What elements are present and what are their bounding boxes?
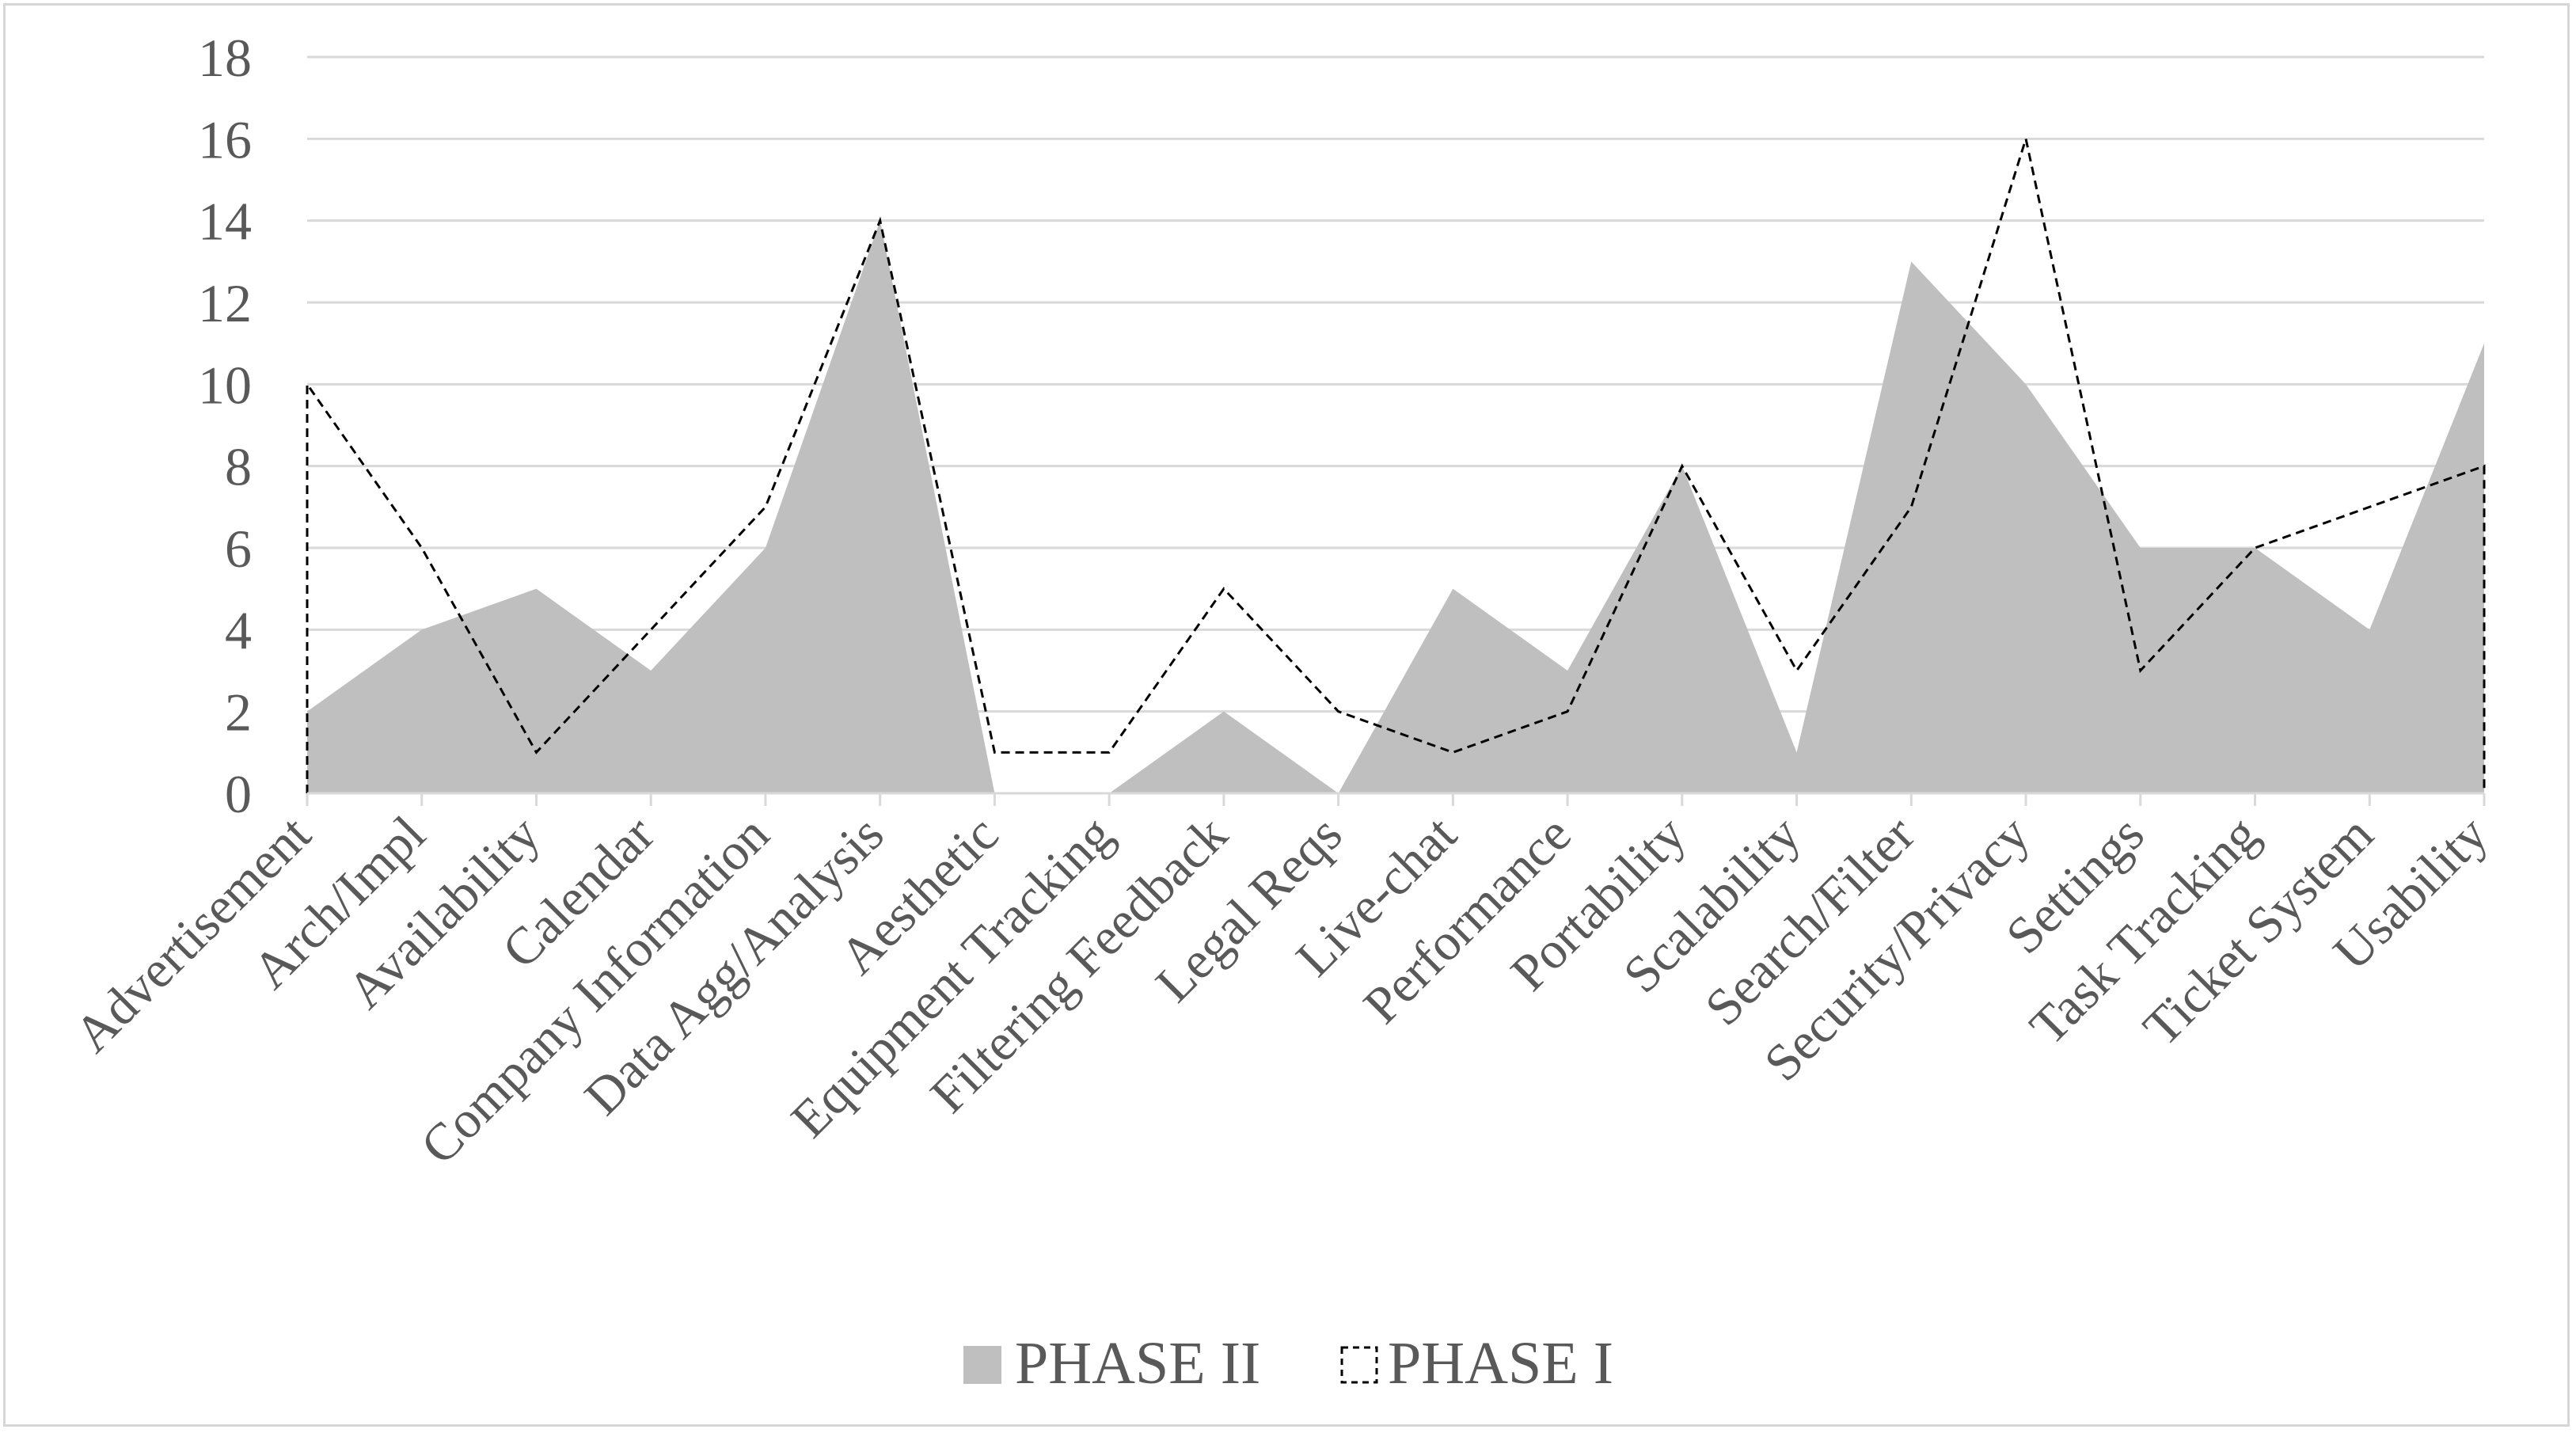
y-tick-label: 16	[198, 109, 252, 169]
y-tick-label: 2	[225, 682, 252, 743]
y-tick-label: 14	[198, 192, 252, 252]
series-area-phase-ii	[307, 220, 2484, 794]
legend-label-phase-i: PHASE I	[1388, 1330, 1613, 1397]
y-tick-label: 12	[198, 273, 252, 333]
y-tick-label: 8	[225, 437, 252, 497]
y-tick-label: 18	[198, 28, 252, 88]
legend: PHASE II PHASE I	[963, 1330, 1613, 1397]
series-line-phase-i	[306, 134, 2486, 793]
plot-area	[306, 134, 2486, 794]
legend-swatch-phase-i	[1340, 1346, 1378, 1384]
y-tick-label: 0	[225, 764, 252, 824]
x-axis: AdvertisementArch/ImplAvailabilityCalend…	[63, 792, 2499, 1176]
legend-label-phase-ii: PHASE II	[1015, 1330, 1260, 1397]
y-axis: 0 2 4 6 8 10 12 14 16 18	[198, 28, 252, 824]
y-tick-label: 6	[225, 519, 252, 579]
legend-swatch-phase-ii	[963, 1346, 1001, 1384]
y-tick-label: 4	[225, 600, 252, 660]
y-tick-label: 10	[198, 355, 252, 415]
